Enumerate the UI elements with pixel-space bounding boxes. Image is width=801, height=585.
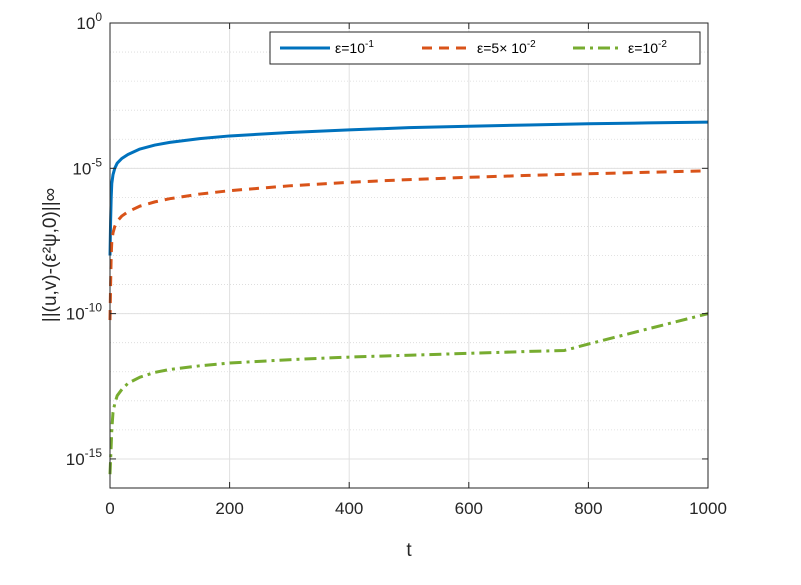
x-tick-label: 600 xyxy=(455,499,483,518)
y-tick-label: 10-5 xyxy=(72,155,102,178)
legend-label-exponent: -2 xyxy=(658,39,667,50)
x-tick-label: 800 xyxy=(574,499,602,518)
legend-label-text: ε=10 xyxy=(335,40,365,56)
x-tick-label: 400 xyxy=(335,499,363,518)
plot-area xyxy=(110,23,708,488)
y-tick-base: 10 xyxy=(66,450,85,469)
legend-label-exponent: -1 xyxy=(365,39,374,50)
series-line-1 xyxy=(108,120,709,256)
legend-label-1: ε=10-1 xyxy=(335,39,374,56)
series-line-3 xyxy=(108,312,709,475)
y-tick-exponent: 0 xyxy=(95,10,102,24)
series-lines xyxy=(108,120,709,475)
legend-label-exponent: -2 xyxy=(527,39,536,50)
y-tick-exponent: -10 xyxy=(85,301,103,315)
legend-label-text: ε=5× 10 xyxy=(477,40,527,56)
y-tick-base: 10 xyxy=(76,14,95,33)
x-axis-label: t xyxy=(406,540,412,561)
legend-box xyxy=(269,31,701,65)
legend: ε=10-1 ε=5× 10-2 ε=10-2 xyxy=(269,31,701,65)
x-tick-label: 0 xyxy=(105,499,114,518)
legend-label-2: ε=5× 10-2 xyxy=(477,39,536,56)
y-tick-exponent: -5 xyxy=(91,155,102,169)
y-tick-label: 10-10 xyxy=(66,301,103,324)
legend-label-3: ε=10-2 xyxy=(628,39,667,56)
x-tick-label: 1000 xyxy=(689,499,727,518)
y-tick-base: 10 xyxy=(66,305,85,324)
y-tick-exponent: -15 xyxy=(85,446,103,460)
major-grid xyxy=(110,23,708,488)
x-ticks: 0 200 400 600 800 1000 xyxy=(105,23,727,518)
y-tick-base: 10 xyxy=(72,159,91,178)
y-tick-label: 100 xyxy=(76,10,102,33)
y-axis-label: ||(u,v)-(ε²ψ,0)||∞ xyxy=(40,188,61,322)
x-tick-label: 200 xyxy=(215,499,243,518)
plot-frame xyxy=(109,22,709,489)
legend-label-text: ε=10 xyxy=(628,40,658,56)
y-tick-label: 10-15 xyxy=(66,446,103,469)
